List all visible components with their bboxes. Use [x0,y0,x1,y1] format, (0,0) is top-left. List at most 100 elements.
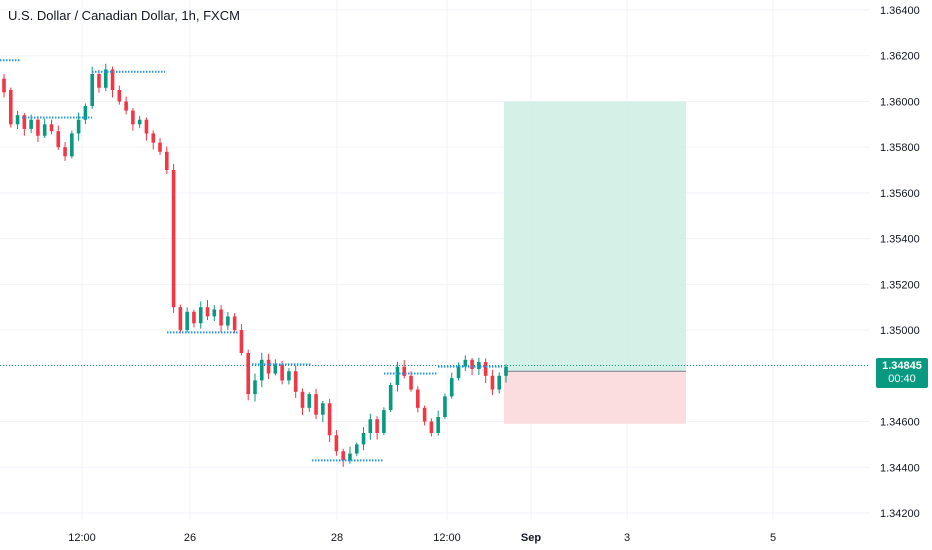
candle-body [321,403,325,415]
x-tick-label: Sep [521,532,541,544]
candle-body [2,78,6,93]
candle-body [8,90,13,125]
candle-body [348,453,352,461]
candle-body [341,451,345,461]
candle-body [90,74,94,107]
candle-body [449,378,454,397]
candle-body [368,419,373,433]
bar-countdown-label: 00:40 [888,372,916,385]
candle-body [382,410,386,433]
candle-body [165,151,169,171]
y-tick-label: 1.34200 [880,508,920,520]
candle-body [70,133,74,157]
candle-body [456,366,461,379]
candle-body [124,101,128,111]
candle-body [205,307,210,317]
candle-body [334,435,339,452]
current-price-label: 1.34845 [882,359,922,372]
candle-body [42,124,47,136]
candle-body [477,362,481,369]
stop-loss-zone[interactable] [504,371,686,424]
candle-body [361,432,366,445]
candle-body [463,359,468,367]
candle-body [287,371,291,381]
candle-body [443,396,447,417]
candle-body [259,359,264,381]
candle-body [314,394,318,415]
x-tick-label: 12:00 [68,532,96,544]
x-tick-label: 12:00 [433,532,461,544]
candle-body [22,115,27,129]
candle-body [171,170,176,308]
candle-body [83,106,88,120]
candle-body [327,403,332,436]
candle-body [117,90,122,102]
candle-body [232,316,237,331]
candle-body [504,366,508,376]
candle-body [97,74,101,88]
candle-body [198,307,203,324]
x-tick-label: 3 [624,532,630,544]
candle-body [219,309,223,326]
y-tick-label: 1.35200 [880,279,920,291]
symbol-title[interactable]: U.S. Dollar / Canadian Dollar, 1h, FXCM [8,8,240,23]
y-tick-label: 1.35800 [880,142,920,154]
candle-body [144,119,149,134]
candle-body [253,380,257,395]
candle-body [280,364,284,381]
profit-target-zone[interactable] [504,101,686,372]
candle-body [375,419,379,433]
candle-body [29,119,33,129]
y-tick-label: 1.36200 [880,51,920,63]
candle-body [429,421,434,433]
y-tick-label: 1.36000 [880,96,920,108]
candle-body [76,119,81,134]
candle-body [402,366,407,376]
candle-body [354,444,359,454]
candle-body [416,389,420,408]
candle-body [388,384,393,411]
candle-body [212,309,217,317]
candle-body [409,375,413,390]
candle-body [63,147,67,157]
candle-body [293,371,298,392]
candle-body [178,307,183,331]
y-tick-label: 1.35400 [880,234,920,246]
candle-body [497,375,502,390]
x-tick-label: 26 [184,532,196,544]
x-tick-label: 28 [331,532,343,544]
y-tick-label: 1.35000 [880,325,920,337]
candle-body [300,391,305,408]
candle-body [395,366,400,385]
candle-body [110,69,115,91]
candle-body [103,69,108,88]
candle-body [266,359,271,374]
candle-body [192,311,196,324]
candle-body [56,131,61,148]
candle-body [36,119,40,136]
candle-body [226,316,230,326]
candle-body [49,124,54,132]
candle-body [273,364,278,374]
y-tick-label: 1.34600 [880,417,920,429]
candle-body [246,352,251,395]
candle-body [422,407,427,422]
candle-body [483,362,488,376]
candle-body [436,416,440,433]
candle-body [490,375,495,390]
candle-body [151,133,156,143]
y-tick-label: 1.34400 [880,462,920,474]
candle-body [137,119,142,125]
candle-body [239,330,244,353]
candle-body [15,115,20,125]
y-tick-label: 1.35600 [880,188,920,200]
x-tick-label: 5 [770,532,776,544]
candle-body [307,394,312,408]
current-price-badge: 1.34845 00:40 [876,357,928,388]
y-tick-label: 1.36400 [880,5,920,17]
candle-body [131,110,135,125]
candle-body [158,142,162,152]
candle-body [185,311,189,331]
